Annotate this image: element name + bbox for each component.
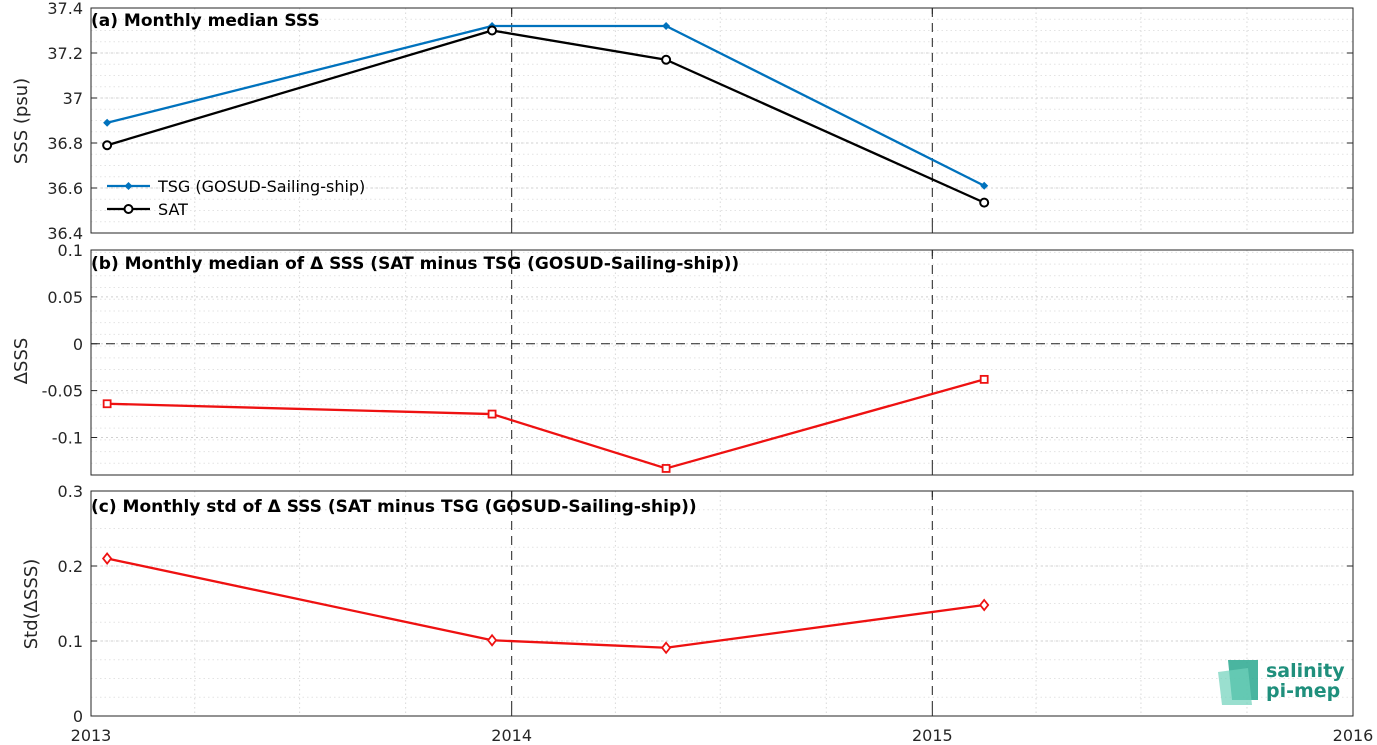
legend-sat-label: SAT	[158, 200, 188, 219]
panel-c-title: (c) Monthly std of Δ SSS (SAT minus TSG …	[91, 497, 697, 517]
data-point	[662, 22, 671, 30]
panel-a-title: (a) Monthly median SSS	[91, 11, 320, 31]
x-tick-label: 2015	[912, 726, 953, 745]
plot-frame	[90, 249, 1354, 476]
y-tick-label: 37.2	[47, 44, 83, 63]
x-tick-label: 2013	[71, 726, 112, 745]
data-point	[102, 140, 113, 151]
data-point	[660, 641, 672, 655]
panel-b: -0.1 -0.05 0 0.05 0.1	[42, 241, 1354, 476]
data-point	[979, 374, 989, 384]
logo-line1: salinity	[1266, 660, 1345, 682]
y-tick-label: 0.1	[58, 632, 83, 651]
series-line	[106, 24, 985, 187]
legend-tsg-marker	[124, 182, 133, 190]
x-tick-label: 2014	[491, 726, 532, 745]
panel-a-ylabel: SSS (psu)	[11, 78, 32, 164]
data-point	[661, 464, 671, 473]
logo-line2: pi-mep	[1266, 680, 1340, 702]
y-tick-label: 0	[73, 707, 83, 726]
y-tick-label: 36.6	[47, 179, 83, 198]
plot-area	[91, 250, 1353, 475]
y-tick-label: 0.2	[58, 557, 83, 576]
data-point	[661, 54, 672, 65]
series-line	[107, 378, 985, 470]
y-tick-label: 36.4	[47, 224, 83, 243]
panel-b-ylabel: ΔSSS	[11, 338, 32, 385]
series-line	[106, 29, 985, 204]
series-line	[106, 557, 985, 649]
salinity-pi-mep-logo: salinity pi-mep	[1218, 660, 1345, 705]
data-point	[980, 181, 989, 190]
data-point	[486, 633, 498, 647]
y-tick-label: 36.8	[47, 134, 83, 153]
data-point	[103, 118, 112, 127]
data-point	[487, 25, 498, 36]
data-point	[979, 197, 990, 208]
panel-a: 36.4 36.6 36.8 37 37.2 37.4	[47, 0, 1354, 243]
panel-c-ylabel: Std(ΔSSS)	[21, 559, 42, 650]
legend: TSG (GOSUD-Sailing-ship) SAT	[107, 177, 365, 219]
legend-sat-marker	[123, 204, 134, 214]
data-point	[979, 598, 990, 612]
y-tick-label: 37.4	[47, 0, 83, 18]
y-tick-label: 0.3	[58, 482, 83, 501]
y-tick-label: 37	[63, 89, 83, 108]
logo-wave-shadow-icon	[1218, 668, 1252, 705]
y-tick-label: -0.1	[52, 429, 83, 448]
data-point	[487, 409, 497, 419]
y-tick-label: 0.1	[58, 241, 83, 260]
legend-tsg-label: TSG (GOSUD-Sailing-ship)	[157, 177, 365, 196]
panel-b-title: (b) Monthly median of Δ SSS (SAT minus T…	[91, 254, 739, 274]
y-tick-label: 0.05	[47, 288, 83, 307]
panel-c: 0 0.1 0.2 0.3	[58, 482, 1354, 726]
plot-frame	[90, 490, 1354, 717]
plot-frame	[90, 7, 1354, 234]
x-tick-label: 2016	[1333, 726, 1374, 745]
y-tick-label: 0	[73, 335, 83, 354]
data-point	[102, 399, 112, 409]
y-tick-label: -0.05	[42, 382, 83, 401]
data-point	[101, 552, 113, 565]
